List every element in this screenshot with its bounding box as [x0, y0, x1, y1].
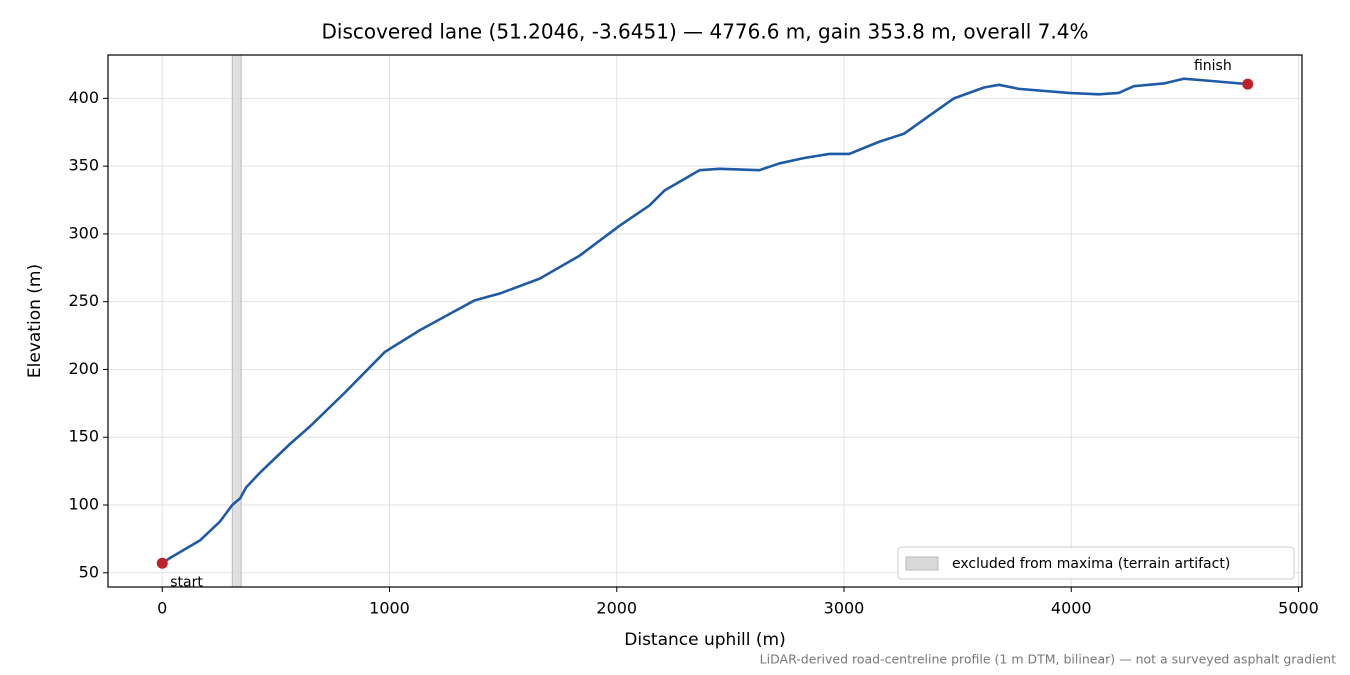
x-tick-label: 4000	[1051, 599, 1092, 618]
x-tick-label: 0	[157, 599, 167, 618]
x-tick-label: 2000	[596, 599, 637, 618]
x-axis-label: Distance uphill (m)	[624, 630, 785, 650]
start-marker	[156, 557, 168, 569]
excluded-band	[231, 54, 242, 588]
y-axis-label: Elevation (m)	[25, 264, 45, 378]
plot-frame	[107, 54, 1303, 588]
chart-title: Discovered lane (51.2046, -3.6451) — 477…	[321, 20, 1088, 44]
y-tick-label: 200	[68, 359, 99, 378]
y-tick-label: 100	[68, 494, 99, 513]
y-tick-label: 350	[68, 156, 99, 175]
y-tick-label: 150	[68, 427, 99, 446]
x-tick-label: 1000	[369, 599, 410, 618]
finish-marker	[1242, 78, 1254, 90]
legend-swatch	[905, 556, 939, 571]
start-label: start	[170, 574, 203, 590]
x-tick-label: 3000	[824, 599, 865, 618]
x-tick-label: 5000	[1278, 599, 1319, 618]
elevation-line	[161, 77, 1248, 565]
finish-label: finish	[1194, 58, 1232, 74]
y-tick-label: 50	[79, 562, 99, 581]
legend-label: excluded from maxima (terrain artifact)	[952, 556, 1230, 572]
legend-box	[897, 546, 1295, 580]
y-tick-label: 300	[68, 223, 99, 242]
y-tick-label: 250	[68, 291, 99, 310]
footnote: LiDAR-derived road-centreline profile (1…	[760, 652, 1336, 667]
y-tick-label: 400	[68, 88, 99, 107]
